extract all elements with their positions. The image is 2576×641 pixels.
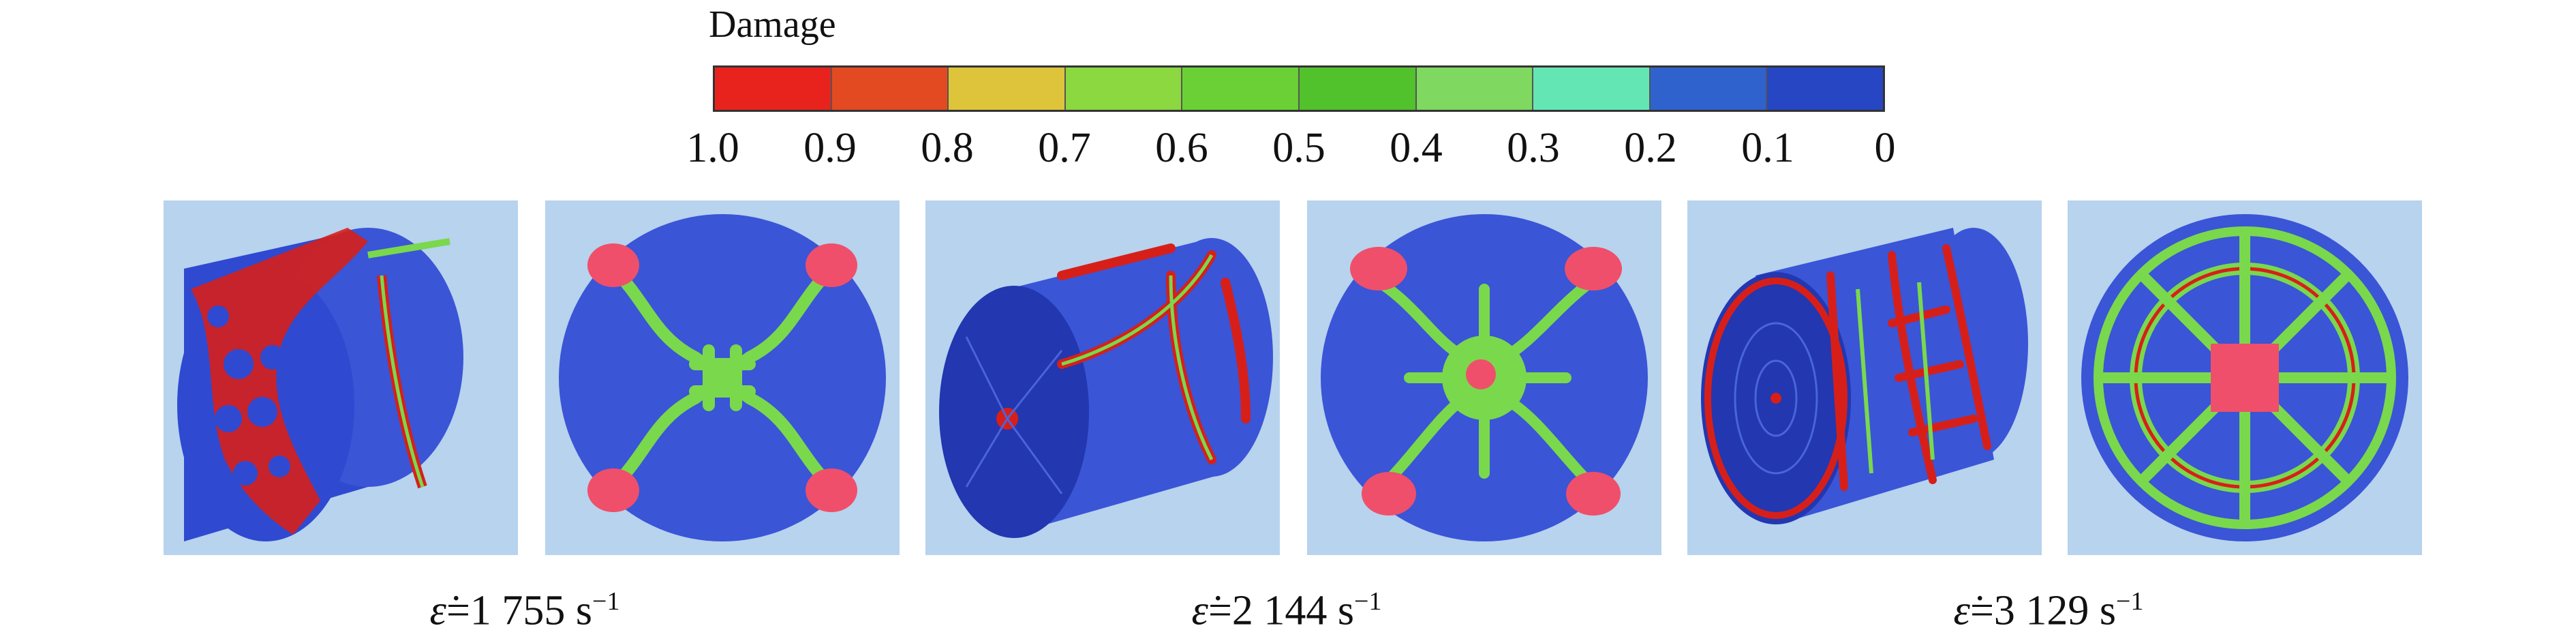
damage-colorbar bbox=[713, 65, 1885, 112]
colorbar-segment bbox=[1533, 68, 1651, 110]
colorbar-segment bbox=[1299, 68, 1417, 110]
colorbar-title: Damage bbox=[709, 3, 836, 46]
cross-section-view-1 bbox=[545, 200, 900, 555]
strain-rate-exponent: −1 bbox=[592, 587, 620, 616]
colorbar-tick: 0.1 bbox=[1741, 125, 1794, 171]
colorbar-tick: 0 bbox=[1874, 125, 1896, 171]
colorbar-segment bbox=[1182, 68, 1300, 110]
colorbar-segment bbox=[1767, 68, 1883, 110]
colorbar-tick: 0.7 bbox=[1038, 125, 1091, 171]
strain-rate-label-2: ε̇=2 144 s−1 bbox=[1192, 586, 1382, 636]
strain-rate-value: =2 144 s bbox=[1208, 587, 1355, 634]
colorbar-tick: 0.2 bbox=[1624, 125, 1677, 171]
colorbar-tick: 0.4 bbox=[1390, 125, 1443, 171]
strain-rate-label-1: ε̇=1 755 s−1 bbox=[430, 586, 620, 636]
cylinder-view-3 bbox=[1687, 200, 2042, 555]
colorbar-tick: 0.3 bbox=[1507, 125, 1560, 171]
colorbar-tick: 0.5 bbox=[1272, 125, 1325, 171]
colorbar-segment bbox=[1065, 68, 1183, 110]
strain-rate-symbol: ε̇ bbox=[429, 587, 446, 634]
strain-rate-exponent: −1 bbox=[2116, 587, 2144, 616]
colorbar-tick: 0.8 bbox=[921, 125, 974, 171]
cylinder-view-2 bbox=[925, 200, 1280, 555]
colorbar-tick: 1.0 bbox=[686, 125, 739, 171]
strain-rate-label-3: ε̇=3 129 s−1 bbox=[1954, 586, 2144, 636]
colorbar-segment bbox=[949, 68, 1066, 110]
colorbar-tick: 0.6 bbox=[1155, 125, 1208, 171]
colorbar-ticks: 1.0 0.9 0.8 0.7 0.6 0.5 0.4 0.3 0.2 0.1 … bbox=[686, 124, 1895, 179]
strain-rate-exponent: −1 bbox=[1354, 587, 1382, 616]
colorbar-segment bbox=[715, 68, 832, 110]
strain-rate-symbol: ε̇ bbox=[1953, 587, 1970, 634]
strain-rate-symbol: ε̇ bbox=[1191, 587, 1208, 634]
colorbar-tick: 0.9 bbox=[803, 125, 857, 171]
strain-rate-value: =3 129 s bbox=[1969, 587, 2117, 634]
cylinder-view-1 bbox=[164, 200, 518, 555]
colorbar-segment bbox=[831, 68, 949, 110]
colorbar-segment bbox=[1650, 68, 1768, 110]
cross-section-view-2 bbox=[1307, 200, 1661, 555]
strain-rate-value: =1 755 s bbox=[446, 587, 593, 634]
colorbar-segment bbox=[1416, 68, 1534, 110]
cross-section-view-3 bbox=[2068, 200, 2422, 555]
